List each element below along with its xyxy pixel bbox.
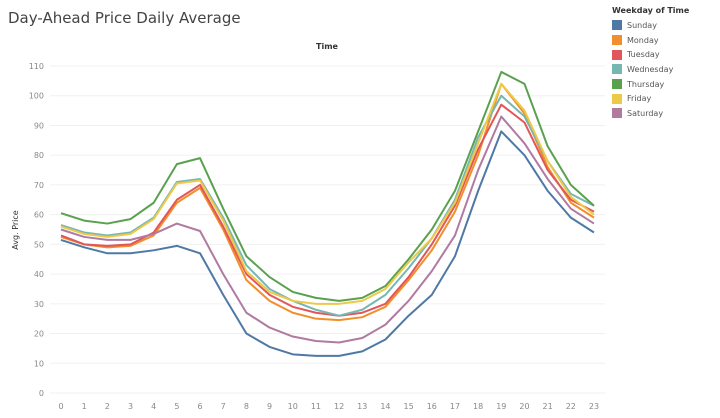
x-tick-label: 13 bbox=[357, 402, 367, 411]
series-line-thursday bbox=[60, 70, 595, 302]
x-tick-label: 17 bbox=[450, 402, 460, 411]
legend-label: Saturday bbox=[627, 108, 664, 118]
legend-item-sunday[interactable]: Sunday bbox=[612, 18, 689, 33]
x-tick-label: 4 bbox=[151, 402, 156, 411]
x-tick-label: 19 bbox=[496, 402, 506, 411]
y-tick-label: 30 bbox=[34, 300, 44, 309]
legend-label: Tuesday bbox=[627, 50, 660, 60]
legend-label: Wednesday bbox=[627, 64, 674, 74]
x-tick-label: 11 bbox=[311, 402, 321, 411]
legend-item-friday[interactable]: Friday bbox=[612, 91, 689, 106]
y-tick-label: 100 bbox=[29, 92, 44, 101]
legend-item-monday[interactable]: Monday bbox=[612, 33, 689, 48]
legend-swatch bbox=[612, 108, 622, 119]
y-tick-label: 80 bbox=[34, 151, 44, 160]
x-tick-label: 18 bbox=[473, 402, 483, 411]
legend-label: Monday bbox=[627, 35, 659, 45]
series-line-friday bbox=[60, 82, 595, 305]
y-tick-label: 90 bbox=[34, 121, 44, 130]
legend-title: Weekday of Time bbox=[612, 6, 690, 15]
series-line-monday bbox=[60, 82, 595, 322]
x-tick-label: 2 bbox=[105, 402, 110, 411]
top-axis-label: Time bbox=[316, 42, 339, 51]
legend: Weekday of Time Sunday Monday Tuesday Wedne… bbox=[612, 6, 689, 121]
legend-item-tuesday[interactable]: Tuesday bbox=[612, 47, 689, 62]
series-line-wednesday bbox=[60, 94, 595, 317]
y-tick-label: 0 bbox=[39, 389, 44, 398]
y-tick-label: 40 bbox=[34, 270, 44, 279]
y-axis-label: Avg. Price bbox=[11, 210, 20, 249]
series-line-saturday bbox=[60, 115, 595, 344]
y-tick-label: 110 bbox=[29, 62, 44, 71]
legend-label: Sunday bbox=[627, 20, 657, 30]
y-tick-label: 20 bbox=[34, 330, 44, 339]
legend-item-wednesday[interactable]: Wednesday bbox=[612, 62, 689, 77]
x-tick-label: 23 bbox=[589, 402, 599, 411]
x-tick-label: 3 bbox=[128, 402, 133, 411]
chart-title: Day-Ahead Price Daily Average bbox=[8, 9, 241, 27]
x-tick-label: 1 bbox=[82, 402, 87, 411]
legend-swatch bbox=[612, 35, 622, 46]
x-tick-label: 10 bbox=[288, 402, 298, 411]
x-tick-label: 7 bbox=[221, 402, 226, 411]
x-tick-label: 9 bbox=[267, 402, 272, 411]
x-tick-label: 21 bbox=[543, 402, 553, 411]
y-tick-label: 60 bbox=[34, 211, 44, 220]
x-tick-label: 12 bbox=[334, 402, 344, 411]
legend-swatch bbox=[612, 79, 622, 90]
legend-label: Thursday bbox=[627, 79, 665, 89]
series-line-sunday bbox=[60, 130, 595, 357]
x-tick-label: 15 bbox=[404, 402, 414, 411]
legend-item-thursday[interactable]: Thursday bbox=[612, 77, 689, 92]
x-tick-label: 16 bbox=[427, 402, 437, 411]
legend-swatch bbox=[612, 20, 622, 31]
legend-item-saturday[interactable]: Saturday bbox=[612, 106, 689, 121]
x-tick-label: 22 bbox=[566, 402, 576, 411]
x-tick-label: 8 bbox=[244, 402, 249, 411]
legend-swatch bbox=[612, 64, 622, 75]
y-tick-label: 10 bbox=[34, 359, 44, 368]
legend-swatch bbox=[612, 49, 622, 60]
series-line-tuesday bbox=[60, 103, 595, 317]
y-tick-label: 50 bbox=[34, 240, 44, 249]
x-tick-label: 0 bbox=[58, 402, 63, 411]
x-tick-label: 20 bbox=[519, 402, 529, 411]
legend-swatch bbox=[612, 93, 622, 104]
x-tick-label: 6 bbox=[197, 402, 202, 411]
legend-label: Friday bbox=[627, 94, 652, 104]
y-tick-label: 70 bbox=[34, 181, 44, 190]
x-tick-label: 5 bbox=[174, 402, 179, 411]
x-tick-label: 14 bbox=[380, 402, 390, 411]
